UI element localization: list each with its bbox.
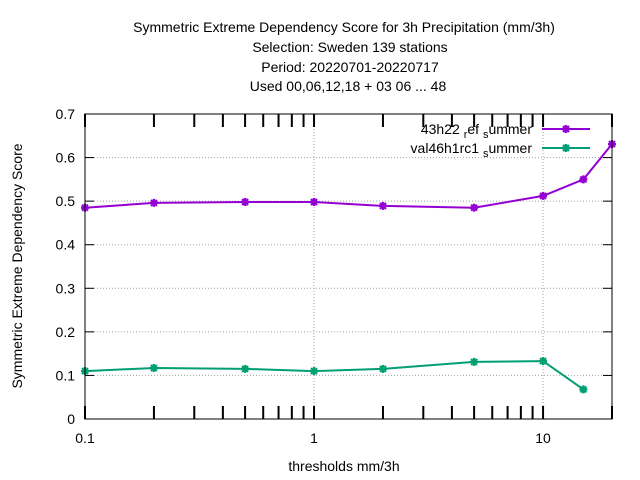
- series-2-line: [84, 360, 584, 391]
- data-point-marker: [150, 364, 158, 372]
- y-tick-label: 0.4: [56, 237, 76, 253]
- y-tick-label: 0.1: [56, 367, 76, 383]
- chart-title: Symmetric Extreme Dependency Score for 3…: [133, 19, 555, 94]
- x-tick-label: 0.1: [75, 430, 95, 446]
- legend-marker: [562, 125, 570, 133]
- data-point-marker: [310, 367, 318, 375]
- grid: [85, 114, 612, 419]
- title-line-1: Symmetric Extreme Dependency Score for 3…: [133, 19, 555, 35]
- series-2: [81, 357, 588, 394]
- legend-label: 43h22 ref summer: [421, 121, 532, 141]
- x-axis-label: thresholds mm/3h: [288, 458, 399, 474]
- data-point: [470, 357, 479, 366]
- data-point: [241, 364, 250, 373]
- data-point-marker: [241, 198, 249, 206]
- plot-frame: [84, 113, 613, 420]
- data-point: [539, 357, 548, 366]
- data-point-marker: [579, 175, 588, 184]
- data-point: [379, 364, 387, 373]
- title-line-4: Used 00,06,12,18 + 03 06 ... 48: [250, 78, 447, 94]
- x-tick-label: 10: [535, 430, 551, 446]
- y-tick-label: 0.6: [56, 150, 76, 166]
- data-point-marker: [310, 198, 318, 206]
- series-1-line: [84, 143, 613, 209]
- axis-ticks: 00.10.20.30.40.50.60.70.1 1 10: [56, 106, 613, 446]
- legend-marker: [562, 144, 570, 152]
- data-point-marker: [539, 357, 547, 365]
- data-point: [310, 198, 318, 206]
- data-point-marker: [379, 202, 387, 210]
- y-tick-label: 0.2: [56, 324, 76, 340]
- data-point-marker: [150, 199, 158, 207]
- y-tick-label: 0.5: [56, 193, 76, 209]
- legend-item-1: 43h22 ref summer: [421, 121, 590, 141]
- data-point-marker: [579, 385, 588, 394]
- legend-label: val46h1rc1 summer: [411, 140, 533, 160]
- series-layer: [81, 140, 616, 394]
- y-tick-label: 0.7: [56, 106, 76, 122]
- legend-item-2: val46h1rc1 summer: [411, 140, 590, 160]
- data-point: [149, 364, 158, 372]
- title-line-2: Selection: Sweden 139 stations: [252, 39, 447, 55]
- data-point: [539, 191, 548, 200]
- data-point: [470, 203, 479, 212]
- data-point-marker: [379, 365, 387, 373]
- y-axis-label: Symmetric Extreme Dependency Score: [9, 143, 25, 388]
- title-line-3: Period: 20220701-20220717: [261, 59, 439, 75]
- data-point-marker: [241, 365, 249, 373]
- data-point: [579, 175, 588, 184]
- data-point-marker: [470, 203, 478, 212]
- data-point-marker: [539, 192, 547, 200]
- legend-marker-stroke: [562, 144, 570, 152]
- data-point: [310, 367, 318, 376]
- data-point: [241, 198, 250, 206]
- x-tick-label: 1: [310, 430, 318, 446]
- data-point: [149, 198, 158, 207]
- data-point: [579, 385, 588, 394]
- y-tick-label: 0: [67, 411, 75, 427]
- data-point-marker: [470, 358, 478, 366]
- data-point: [379, 201, 387, 210]
- legend-marker-stroke: [562, 125, 570, 133]
- y-tick-label: 0.3: [56, 280, 76, 296]
